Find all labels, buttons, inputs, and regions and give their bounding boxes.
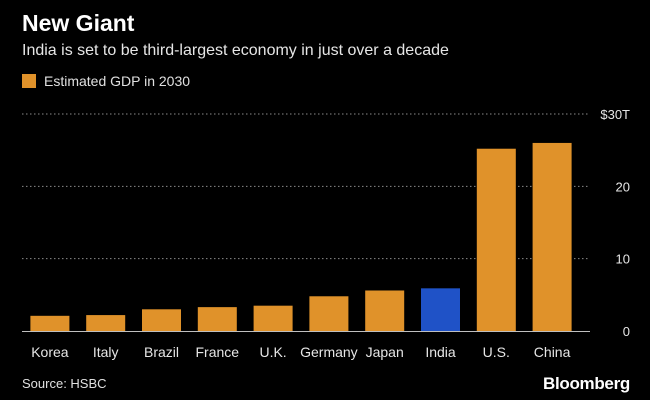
bar-brazil (142, 309, 181, 331)
x-tick-label: Germany (300, 344, 358, 360)
x-tick-label: France (196, 344, 240, 360)
y-tick-label: 20 (616, 179, 630, 194)
x-tick-label: Brazil (144, 344, 179, 360)
legend-label: Estimated GDP in 2030 (44, 73, 191, 89)
bar-uk (253, 305, 293, 331)
x-tick-label: U.S. (483, 344, 510, 360)
bar-france (197, 307, 237, 331)
bar-japan (365, 290, 405, 331)
x-tick-label: Italy (93, 344, 119, 360)
x-tick-label: Japan (366, 344, 404, 360)
chart-subtitle: India is set to be third-largest economy… (22, 42, 449, 59)
source-note: Source: HSBC (22, 376, 107, 391)
y-tick-label: $30T (600, 107, 630, 122)
y-tick-label: 0 (623, 324, 630, 339)
x-tick-label: China (534, 344, 571, 360)
bloomberg-logo: Bloomberg (542, 374, 630, 393)
bar-korea (30, 315, 70, 331)
bar-us (476, 148, 516, 331)
bar-italy (86, 315, 126, 331)
bar-india (421, 288, 460, 331)
legend-swatch (22, 74, 36, 88)
bar-germany (309, 296, 349, 331)
legend: Estimated GDP in 2030 (22, 73, 190, 89)
x-tick-label: U.K. (259, 344, 286, 360)
x-tick-label: Korea (31, 344, 69, 360)
bar-china (532, 142, 572, 331)
x-tick-label: India (425, 344, 456, 360)
y-tick-label: 10 (616, 252, 630, 267)
chart-title: New Giant (22, 10, 135, 36)
